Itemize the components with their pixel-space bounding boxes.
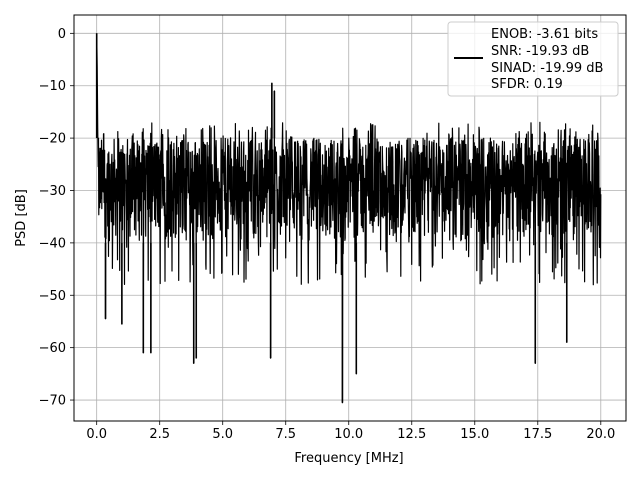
x-tick-label: 5.0 <box>212 427 233 442</box>
x-tick-label: 12.5 <box>397 427 426 442</box>
y-tick-label: −60 <box>39 341 66 356</box>
y-tick-label: −10 <box>39 79 66 94</box>
x-tick-label: 7.5 <box>275 427 296 442</box>
y-tick-label: −70 <box>39 394 66 409</box>
x-tick-label: 17.5 <box>523 427 552 442</box>
y-tick-label: −50 <box>39 289 66 304</box>
y-tick-label: −40 <box>39 236 66 251</box>
y-axis-ticks: 0 −10 −20 −30 −40 −50 −60 −70 <box>39 27 74 409</box>
legend-text-sfdr: SFDR: 0.19 <box>491 77 563 92</box>
y-tick-label: −30 <box>39 184 66 199</box>
legend: ENOB: -3.61 bits SNR: -19.93 dB SINAD: -… <box>447 21 619 97</box>
x-tick-label: 0.0 <box>86 427 107 442</box>
x-tick-label: 20.0 <box>586 427 615 442</box>
x-tick-label: 10.0 <box>334 427 363 442</box>
psd-series <box>95 33 602 404</box>
x-axis-label: Frequency [MHz] <box>294 451 403 466</box>
plot-frame <box>73 14 627 422</box>
legend-text-enob: ENOB: -3.61 bits <box>491 27 598 42</box>
y-tick-label: −20 <box>39 132 66 147</box>
x-tick-label: 15.0 <box>460 427 489 442</box>
y-axis-label: PSD [dB] <box>14 189 29 247</box>
x-tick-label: 2.5 <box>149 427 170 442</box>
y-tick-label: 0 <box>58 27 66 42</box>
x-axis-ticks: 0.0 2.5 5.0 7.5 10.0 12.5 15.0 17.5 20.0 <box>86 421 615 442</box>
legend-box <box>447 21 619 97</box>
legend-text-sinad: SINAD: -19.99 dB <box>491 61 603 76</box>
legend-text-snr: SNR: -19.93 dB <box>491 44 589 59</box>
psd-trace <box>96 33 602 404</box>
